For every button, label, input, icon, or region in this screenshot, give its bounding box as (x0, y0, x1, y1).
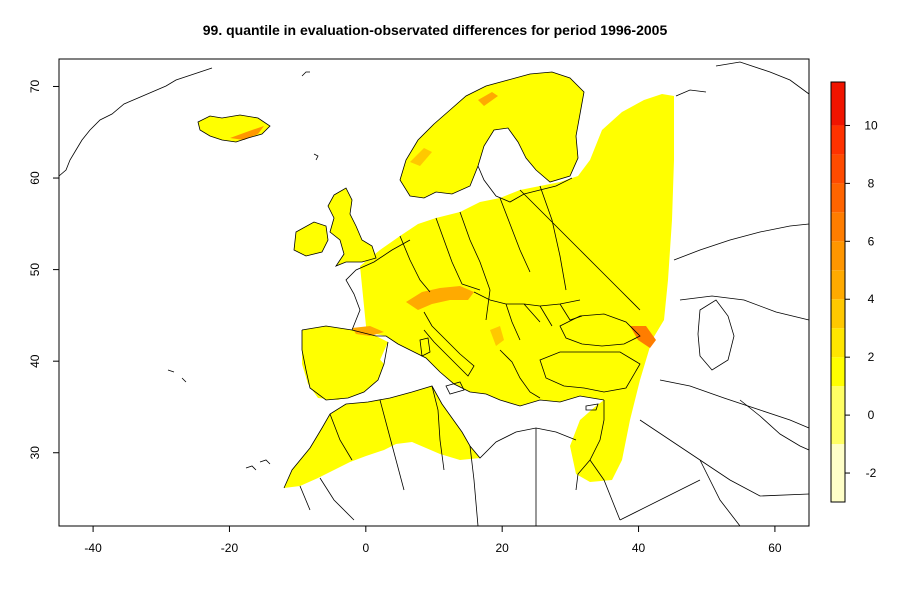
colorbar-tick-label: -2 (866, 466, 877, 480)
balkans-hotspot (490, 326, 504, 346)
x-axis: -40 -20 0 20 40 60 (84, 526, 782, 555)
italy-coast (423, 311, 475, 377)
x-tick-label: 60 (768, 541, 782, 555)
colorbar-tick-label: 2 (868, 350, 875, 364)
scandes-hotspot (478, 92, 498, 106)
ireland-coast (293, 221, 329, 257)
colorbar-tick-label: 10 (864, 118, 878, 132)
y-tick-label: 50 (28, 263, 42, 277)
x-tick-label: -20 (221, 541, 239, 555)
azores (167, 369, 187, 383)
borders-europe (399, 185, 641, 341)
coastlines (58, 61, 810, 527)
ireland-field (294, 222, 328, 256)
levant-coast (575, 400, 605, 491)
y-tick-label: 60 (28, 171, 42, 185)
red-sea-coast (589, 459, 621, 521)
country-borders (299, 185, 641, 527)
scandinavia-field (400, 72, 584, 198)
black-sea-coast (559, 313, 641, 347)
europe-mainland-coast (301, 325, 605, 407)
colorbar-band (831, 241, 845, 271)
greenland-coast (58, 67, 213, 177)
data-field (198, 72, 674, 488)
sardinia-coast (419, 337, 431, 357)
iberia-coast (301, 330, 389, 401)
iberia-field (302, 326, 388, 400)
cyprus-coast (585, 403, 599, 411)
colorbar-band (831, 154, 845, 184)
colorbar-frame (830, 81, 846, 503)
caspian-coast (697, 299, 735, 371)
x-tick-label: 40 (632, 541, 646, 555)
map-panel: -40 -20 0 20 40 60 30 40 50 60 70 (28, 58, 810, 555)
x-tick-label: -40 (84, 541, 102, 555)
colorbar-band (831, 270, 845, 300)
iceland-coast (197, 114, 271, 143)
arctic-russia-coast (675, 61, 810, 97)
x-tick-label: 0 (362, 541, 369, 555)
colorbar-band (831, 183, 845, 213)
colorbar-tick-label: 4 (868, 292, 875, 306)
north-africa-field (284, 386, 480, 488)
middle-east-borders (619, 223, 810, 527)
greece-coast (499, 349, 541, 399)
north-africa-coast (283, 385, 577, 489)
colorbar-band (831, 444, 845, 502)
map-title: 99. quantile in evaluation-observated di… (203, 22, 668, 38)
colorbar-band (831, 212, 845, 242)
alps-hotspot (406, 286, 474, 310)
turkey-coast (539, 351, 641, 393)
colorbar-band (831, 386, 845, 445)
pyrenees-hotspot (352, 326, 384, 336)
y-tick-label: 70 (28, 79, 42, 93)
canary-islands (245, 459, 271, 471)
colorbar-tick-label: 0 (868, 408, 875, 422)
iceland-hotspot (230, 126, 264, 140)
baltic-coast (477, 165, 573, 203)
colorbar-band (831, 357, 845, 387)
great-britain-field (328, 188, 376, 266)
faroes-coast (313, 153, 319, 161)
map-frame (58, 58, 810, 527)
y-axis: 30 40 50 60 70 (28, 79, 59, 459)
colorbar-band (831, 125, 845, 155)
svalbard-coast (301, 71, 310, 77)
y-tick-label: 30 (28, 446, 42, 460)
continental-europe-field (302, 94, 674, 482)
y-tick-label: 40 (28, 354, 42, 368)
persian-gulf-coast (739, 399, 810, 451)
colorbar-tick-label: 6 (868, 234, 875, 248)
norway-hotspot (410, 148, 432, 166)
caucasus-hotspot (630, 326, 656, 348)
france-atlantic-coast (345, 239, 411, 331)
colorbar-tick-label: 8 (868, 176, 875, 190)
sicily-coast (445, 381, 465, 395)
colorbar-band (831, 82, 845, 126)
colorbar: -2 0 2 4 6 8 10 (830, 81, 878, 503)
colorbar-band (831, 299, 845, 329)
great-britain-coast (327, 187, 377, 267)
borders-north-africa (299, 385, 537, 527)
colorbar-band (831, 328, 845, 358)
scandinavia-coast (399, 71, 585, 199)
x-tick-label: 20 (496, 541, 510, 555)
